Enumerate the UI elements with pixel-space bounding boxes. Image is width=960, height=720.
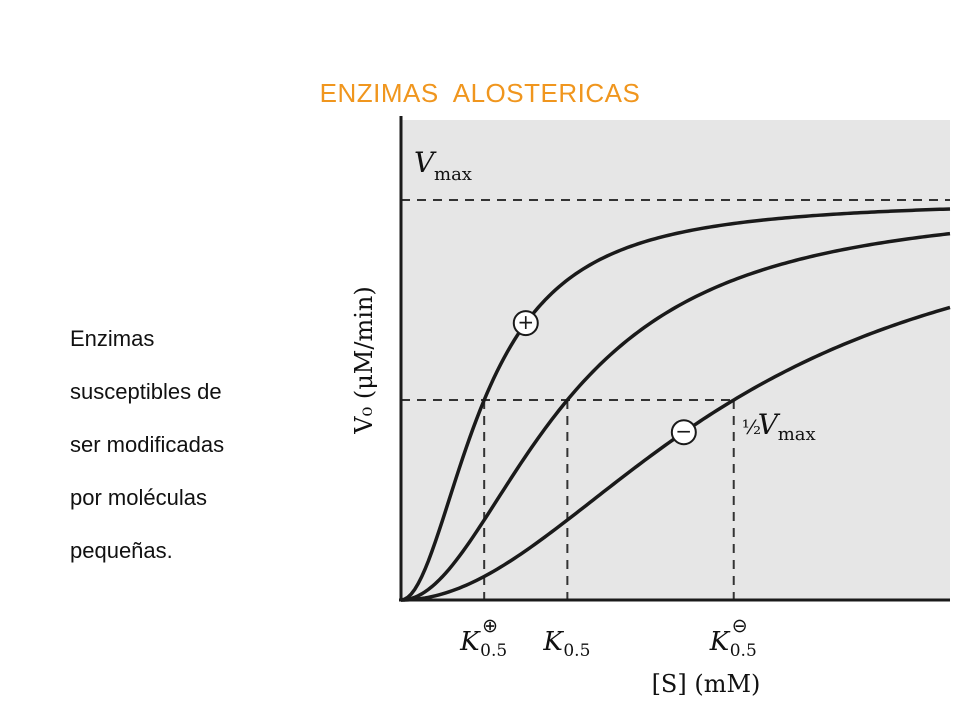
series-marker: + xyxy=(514,310,538,335)
marker-sign: + xyxy=(517,310,534,334)
x-tick-subscript: 0.5 xyxy=(730,641,757,661)
x-tick-superscript: ⊕ xyxy=(482,615,498,637)
x-tick-label: K xyxy=(709,627,731,657)
y-axis-label: V₀ (μM/min) xyxy=(350,286,378,434)
x-tick-label: K xyxy=(542,627,564,657)
marker-sign: − xyxy=(675,419,692,443)
x-tick-superscript: ⊖ xyxy=(732,615,748,637)
x-tick-subscript: 0.5 xyxy=(480,641,507,661)
vmax-label-subscript: max xyxy=(434,164,472,185)
x-tick-subscript: 0.5 xyxy=(563,641,590,661)
series-marker: − xyxy=(672,419,696,444)
x-tick-label: K xyxy=(459,627,481,657)
x-axis-label: [S] (mM) xyxy=(652,670,761,698)
half-vmax-label-subscript: max xyxy=(778,424,816,445)
